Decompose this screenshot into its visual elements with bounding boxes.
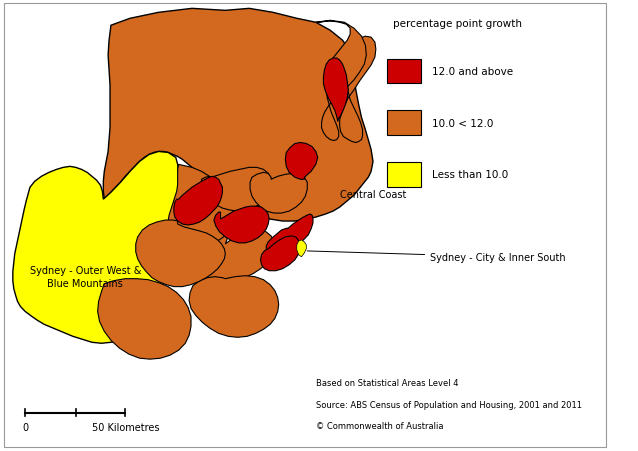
Polygon shape [250,173,308,214]
Text: Sydney - Outer West &
Blue Mountains: Sydney - Outer West & Blue Mountains [29,266,141,289]
FancyBboxPatch shape [387,163,421,188]
Polygon shape [103,9,373,221]
Polygon shape [136,221,225,287]
Polygon shape [174,177,223,226]
Polygon shape [285,143,318,180]
Polygon shape [260,236,300,271]
Text: Sydney - City & Inner South: Sydney - City & Inner South [307,251,566,262]
FancyBboxPatch shape [387,111,421,136]
Text: 0: 0 [22,422,28,432]
Polygon shape [189,276,279,337]
Polygon shape [297,240,306,257]
Polygon shape [13,152,179,344]
Text: Less than 10.0: Less than 10.0 [432,170,508,180]
Polygon shape [173,229,275,284]
FancyBboxPatch shape [387,60,421,84]
Polygon shape [214,207,269,244]
Text: © Commonwealth of Australia: © Commonwealth of Australia [316,421,443,430]
Polygon shape [266,215,313,255]
Text: 10.0 < 12.0: 10.0 < 12.0 [432,119,493,129]
Text: Central Coast: Central Coast [340,190,406,200]
Polygon shape [323,59,348,122]
Polygon shape [168,165,237,249]
Text: 12.0 and above: 12.0 and above [432,67,513,77]
Text: percentage point growth: percentage point growth [394,19,523,29]
Polygon shape [339,37,376,143]
Polygon shape [202,168,272,212]
Polygon shape [98,279,191,359]
Polygon shape [316,21,366,141]
Text: 50 Kilometres: 50 Kilometres [91,422,159,432]
Text: Based on Statistical Areas Level 4: Based on Statistical Areas Level 4 [316,378,458,387]
Text: Source: ABS Census of Population and Housing, 2001 and 2011: Source: ABS Census of Population and Hou… [316,400,582,409]
